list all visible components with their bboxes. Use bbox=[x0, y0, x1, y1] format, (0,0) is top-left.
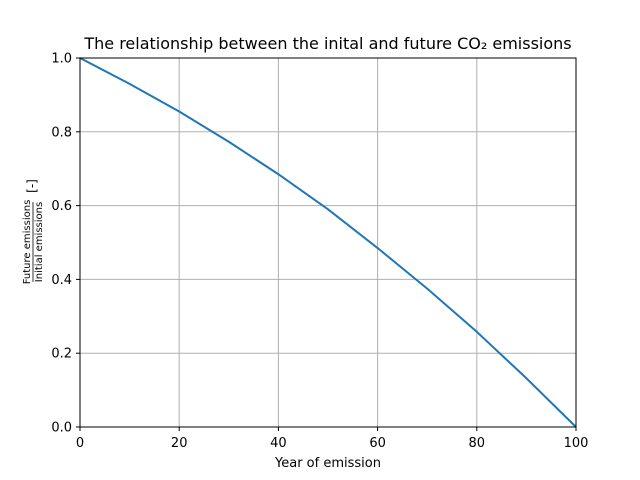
y-tick-label: 0.2 bbox=[51, 347, 72, 362]
y-tick-label: 0.4 bbox=[51, 273, 72, 288]
x-tick-label: 80 bbox=[469, 436, 486, 451]
series-layer bbox=[79, 57, 577, 428]
x-tick-label: 100 bbox=[564, 436, 589, 451]
plot-frame bbox=[79, 57, 577, 428]
y-tick-label: 0.6 bbox=[51, 199, 72, 214]
x-axis-label: Year of emission bbox=[274, 456, 381, 471]
y-axis-label-unit: [-] bbox=[25, 179, 39, 193]
x-tick-label: 20 bbox=[171, 436, 188, 451]
y-axis-ticks: 0.0 0.2 0.4 0.6 0.8 1.0 bbox=[51, 52, 80, 436]
x-tick-label: 0 bbox=[76, 436, 84, 451]
series-line bbox=[79, 57, 577, 428]
y-tick-label: 0.8 bbox=[51, 125, 72, 140]
y-axis-label-denominator: Initial emissions bbox=[34, 202, 45, 282]
y-tick-label: 0.0 bbox=[51, 421, 72, 436]
y-tick-label: 1.0 bbox=[51, 52, 72, 67]
x-tick-label: 40 bbox=[270, 436, 287, 451]
chart-title: The relationship between the inital and … bbox=[83, 34, 571, 53]
y-axis-label-numerator: Future emissions bbox=[22, 200, 33, 285]
y-axis-label: Future emissions Initial emissions [-] bbox=[22, 179, 45, 284]
x-axis-ticks: 0 20 40 60 80 100 bbox=[76, 427, 589, 451]
x-tick-label: 60 bbox=[369, 436, 386, 451]
